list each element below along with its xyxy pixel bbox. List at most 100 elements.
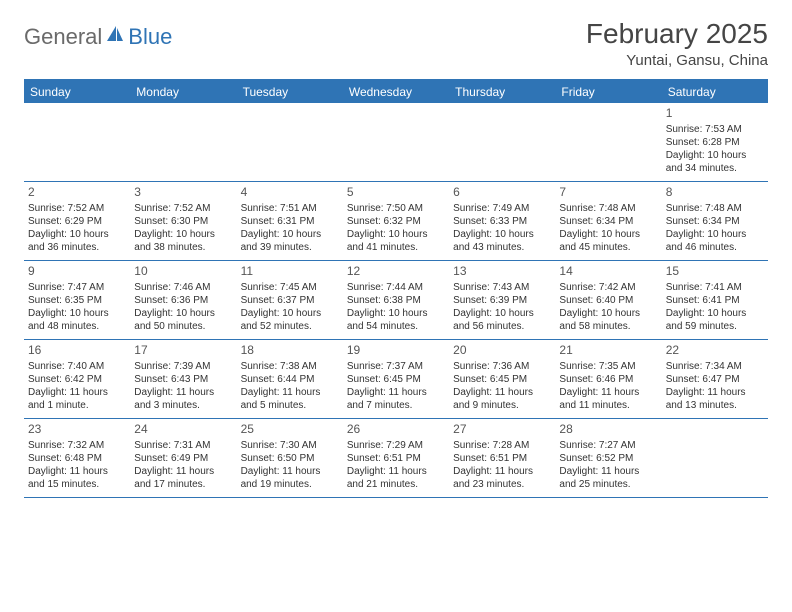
day-number: 15: [666, 264, 764, 280]
sunset-text: Sunset: 6:30 PM: [134, 215, 232, 228]
calendar-day: 2Sunrise: 7:52 AMSunset: 6:29 PMDaylight…: [24, 182, 130, 260]
calendar-day: 20Sunrise: 7:36 AMSunset: 6:45 PMDayligh…: [449, 340, 555, 418]
daylight-text: Daylight: 11 hours and 15 minutes.: [28, 465, 126, 491]
calendar-day: 25Sunrise: 7:30 AMSunset: 6:50 PMDayligh…: [237, 419, 343, 497]
calendar-week: 2Sunrise: 7:52 AMSunset: 6:29 PMDaylight…: [24, 182, 768, 261]
day-number: 25: [241, 422, 339, 438]
calendar-day: 22Sunrise: 7:34 AMSunset: 6:47 PMDayligh…: [662, 340, 768, 418]
calendar-day: 27Sunrise: 7:28 AMSunset: 6:51 PMDayligh…: [449, 419, 555, 497]
sunrise-text: Sunrise: 7:47 AM: [28, 281, 126, 294]
daylight-text: Daylight: 10 hours and 50 minutes.: [134, 307, 232, 333]
calendar-day-empty: [555, 103, 661, 181]
day-header: Saturday: [662, 81, 768, 103]
daylight-text: Daylight: 10 hours and 58 minutes.: [559, 307, 657, 333]
calendar-day: 13Sunrise: 7:43 AMSunset: 6:39 PMDayligh…: [449, 261, 555, 339]
calendar-day: 11Sunrise: 7:45 AMSunset: 6:37 PMDayligh…: [237, 261, 343, 339]
day-number: 13: [453, 264, 551, 280]
day-number: 5: [347, 185, 445, 201]
day-number: 27: [453, 422, 551, 438]
sunrise-text: Sunrise: 7:48 AM: [559, 202, 657, 215]
day-number: 26: [347, 422, 445, 438]
sunrise-text: Sunrise: 7:29 AM: [347, 439, 445, 452]
day-number: 24: [134, 422, 232, 438]
day-number: 22: [666, 343, 764, 359]
day-number: 17: [134, 343, 232, 359]
calendar-day: 12Sunrise: 7:44 AMSunset: 6:38 PMDayligh…: [343, 261, 449, 339]
calendar-day: 24Sunrise: 7:31 AMSunset: 6:49 PMDayligh…: [130, 419, 236, 497]
daylight-text: Daylight: 11 hours and 1 minute.: [28, 386, 126, 412]
sunrise-text: Sunrise: 7:43 AM: [453, 281, 551, 294]
sunset-text: Sunset: 6:28 PM: [666, 136, 764, 149]
daylight-text: Daylight: 11 hours and 25 minutes.: [559, 465, 657, 491]
day-number: 28: [559, 422, 657, 438]
sunrise-text: Sunrise: 7:50 AM: [347, 202, 445, 215]
sunset-text: Sunset: 6:40 PM: [559, 294, 657, 307]
sunset-text: Sunset: 6:44 PM: [241, 373, 339, 386]
sunrise-text: Sunrise: 7:41 AM: [666, 281, 764, 294]
logo: General Blue: [24, 18, 172, 50]
calendar-day: 21Sunrise: 7:35 AMSunset: 6:46 PMDayligh…: [555, 340, 661, 418]
daylight-text: Daylight: 11 hours and 17 minutes.: [134, 465, 232, 491]
day-header-row: Sunday Monday Tuesday Wednesday Thursday…: [24, 81, 768, 103]
day-header: Sunday: [24, 81, 130, 103]
daylight-text: Daylight: 10 hours and 43 minutes.: [453, 228, 551, 254]
daylight-text: Daylight: 11 hours and 5 minutes.: [241, 386, 339, 412]
sunrise-text: Sunrise: 7:37 AM: [347, 360, 445, 373]
title-block: February 2025 Yuntai, Gansu, China: [586, 18, 768, 69]
calendar-day-empty: [24, 103, 130, 181]
calendar-week: 16Sunrise: 7:40 AMSunset: 6:42 PMDayligh…: [24, 340, 768, 419]
calendar-day: 7Sunrise: 7:48 AMSunset: 6:34 PMDaylight…: [555, 182, 661, 260]
sunrise-text: Sunrise: 7:31 AM: [134, 439, 232, 452]
calendar-day: 16Sunrise: 7:40 AMSunset: 6:42 PMDayligh…: [24, 340, 130, 418]
calendar-day-empty: [343, 103, 449, 181]
day-number: 1: [666, 106, 764, 122]
sunrise-text: Sunrise: 7:40 AM: [28, 360, 126, 373]
sunset-text: Sunset: 6:45 PM: [347, 373, 445, 386]
sunset-text: Sunset: 6:33 PM: [453, 215, 551, 228]
day-header: Thursday: [449, 81, 555, 103]
calendar-day: 14Sunrise: 7:42 AMSunset: 6:40 PMDayligh…: [555, 261, 661, 339]
sunset-text: Sunset: 6:51 PM: [453, 452, 551, 465]
sunrise-text: Sunrise: 7:45 AM: [241, 281, 339, 294]
daylight-text: Daylight: 10 hours and 39 minutes.: [241, 228, 339, 254]
calendar-day: 9Sunrise: 7:47 AMSunset: 6:35 PMDaylight…: [24, 261, 130, 339]
daylight-text: Daylight: 10 hours and 56 minutes.: [453, 307, 551, 333]
day-number: 23: [28, 422, 126, 438]
sunset-text: Sunset: 6:34 PM: [666, 215, 764, 228]
day-number: 2: [28, 185, 126, 201]
daylight-text: Daylight: 10 hours and 38 minutes.: [134, 228, 232, 254]
calendar-week: 1Sunrise: 7:53 AMSunset: 6:28 PMDaylight…: [24, 103, 768, 182]
sunrise-text: Sunrise: 7:38 AM: [241, 360, 339, 373]
sunset-text: Sunset: 6:35 PM: [28, 294, 126, 307]
day-number: 9: [28, 264, 126, 280]
sunset-text: Sunset: 6:42 PM: [28, 373, 126, 386]
calendar-day: 18Sunrise: 7:38 AMSunset: 6:44 PMDayligh…: [237, 340, 343, 418]
calendar-day: 10Sunrise: 7:46 AMSunset: 6:36 PMDayligh…: [130, 261, 236, 339]
calendar-day-empty: [237, 103, 343, 181]
day-number: 8: [666, 185, 764, 201]
day-header: Wednesday: [343, 81, 449, 103]
sunset-text: Sunset: 6:50 PM: [241, 452, 339, 465]
sunrise-text: Sunrise: 7:28 AM: [453, 439, 551, 452]
calendar-week: 23Sunrise: 7:32 AMSunset: 6:48 PMDayligh…: [24, 419, 768, 498]
day-number: 16: [28, 343, 126, 359]
calendar-week: 9Sunrise: 7:47 AMSunset: 6:35 PM Daylight…: [24, 261, 768, 340]
day-number: 19: [347, 343, 445, 359]
daylight-text: Daylight: 10 hours and 52 minutes.: [241, 307, 339, 333]
day-number: 6: [453, 185, 551, 201]
page-subtitle: Yuntai, Gansu, China: [586, 52, 768, 69]
sunrise-text: Sunrise: 7:53 AM: [666, 123, 764, 136]
sunset-text: Sunset: 6:49 PM: [134, 452, 232, 465]
calendar-day: 28Sunrise: 7:27 AMSunset: 6:52 PMDayligh…: [555, 419, 661, 497]
daylight-text: Daylight: 11 hours and 11 minutes.: [559, 386, 657, 412]
sunset-text: Sunset: 6:32 PM: [347, 215, 445, 228]
sunrise-text: Sunrise: 7:35 AM: [559, 360, 657, 373]
sunrise-text: Sunrise: 7:30 AM: [241, 439, 339, 452]
sunset-text: Sunset: 6:31 PM: [241, 215, 339, 228]
daylight-text: Daylight: 11 hours and 7 minutes.: [347, 386, 445, 412]
logo-text-general: General: [24, 24, 102, 50]
day-number: 12: [347, 264, 445, 280]
sunset-text: Sunset: 6:52 PM: [559, 452, 657, 465]
calendar-day: 8Sunrise: 7:48 AMSunset: 6:34 PMDaylight…: [662, 182, 768, 260]
sail-icon: [105, 25, 125, 48]
